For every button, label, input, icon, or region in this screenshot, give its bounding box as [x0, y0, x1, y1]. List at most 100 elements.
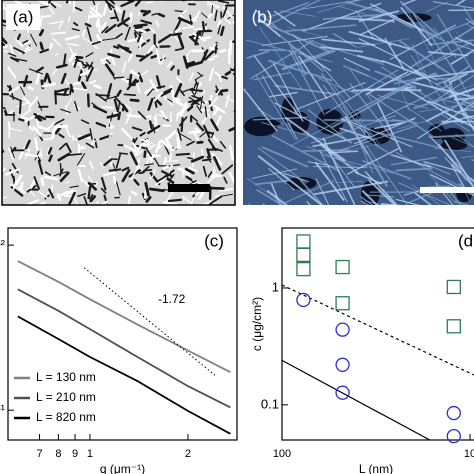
texture	[149, 171, 161, 186]
texture	[37, 5, 49, 9]
data-line	[17, 288, 231, 409]
fiber	[364, 73, 403, 96]
texture	[224, 67, 235, 76]
fiber	[397, 182, 451, 205]
texture	[2, 167, 7, 173]
texture	[190, 18, 198, 22]
fiber	[360, 195, 374, 205]
fiber	[435, 68, 474, 86]
texture	[6, 52, 17, 57]
texture	[124, 26, 131, 41]
fiber	[364, 194, 395, 198]
texture	[23, 40, 32, 45]
texture	[24, 153, 40, 158]
texture	[140, 19, 152, 25]
texture	[200, 36, 212, 40]
texture	[92, 0, 96, 6]
texture	[177, 34, 185, 49]
texture	[28, 125, 34, 131]
texture	[89, 160, 94, 170]
texture	[99, 162, 105, 168]
texture	[107, 52, 121, 59]
fiber	[443, 139, 474, 187]
texture	[58, 142, 67, 151]
marker-square	[335, 259, 350, 275]
texture	[228, 126, 235, 132]
texture	[142, 10, 151, 17]
texture	[27, 86, 34, 91]
texture	[115, 6, 122, 14]
texture	[214, 71, 222, 78]
texture	[26, 185, 37, 193]
fiber	[427, 51, 469, 57]
fiber	[361, 189, 379, 205]
fiber	[251, 168, 298, 179]
texture	[203, 124, 211, 139]
texture	[208, 57, 215, 61]
texture	[152, 123, 156, 134]
texture	[213, 104, 226, 114]
fiber	[427, 100, 474, 120]
texture	[214, 9, 218, 22]
texture	[125, 112, 132, 125]
fiber	[443, 65, 470, 84]
texture	[133, 23, 148, 28]
texture	[64, 35, 80, 41]
hole	[394, 13, 432, 23]
texture	[9, 85, 20, 94]
texture	[208, 96, 219, 108]
scale-bar	[420, 187, 474, 193]
fiber	[248, 203, 251, 205]
fiber	[450, 49, 474, 65]
texture	[151, 13, 158, 16]
texture	[117, 111, 121, 121]
texture	[160, 54, 166, 65]
fiber	[356, 38, 410, 48]
fiber	[455, 133, 474, 148]
marker-circle	[296, 292, 311, 308]
fiber	[321, 38, 376, 46]
texture	[87, 175, 93, 182]
fiber	[397, 120, 429, 130]
texture	[197, 71, 203, 77]
texture	[145, 1, 154, 4]
texture	[78, 146, 83, 151]
texture	[83, 196, 89, 205]
fiber	[405, 105, 443, 132]
texture	[151, 169, 156, 178]
texture	[154, 177, 168, 186]
texture	[59, 162, 62, 174]
scale-bar	[168, 184, 210, 192]
x-axis-label: q (μm⁻¹)	[100, 462, 145, 474]
fiber	[261, 35, 328, 46]
texture	[187, 167, 198, 172]
fiber	[344, 84, 374, 103]
texture	[54, 87, 70, 93]
texture	[37, 125, 50, 132]
texture	[114, 95, 122, 105]
fiber	[347, 80, 415, 116]
texture	[112, 175, 117, 184]
marker-square	[446, 279, 461, 295]
texture	[140, 9, 149, 14]
marker-circle	[335, 385, 350, 400]
texture	[20, 108, 32, 118]
texture	[81, 81, 87, 90]
texture	[13, 46, 25, 54]
texture	[60, 72, 67, 85]
texture	[208, 67, 215, 82]
texture	[89, 194, 94, 200]
texture	[147, 88, 154, 96]
texture	[217, 24, 221, 35]
texture	[35, 71, 41, 85]
fiber	[323, 119, 401, 122]
texture	[154, 99, 158, 108]
texture	[210, 118, 219, 132]
texture	[37, 156, 42, 162]
texture	[60, 108, 71, 114]
micrograph-b	[243, 0, 474, 205]
fiber	[274, 102, 353, 144]
texture	[101, 105, 114, 109]
marker-square	[296, 247, 311, 263]
texture	[113, 76, 125, 79]
